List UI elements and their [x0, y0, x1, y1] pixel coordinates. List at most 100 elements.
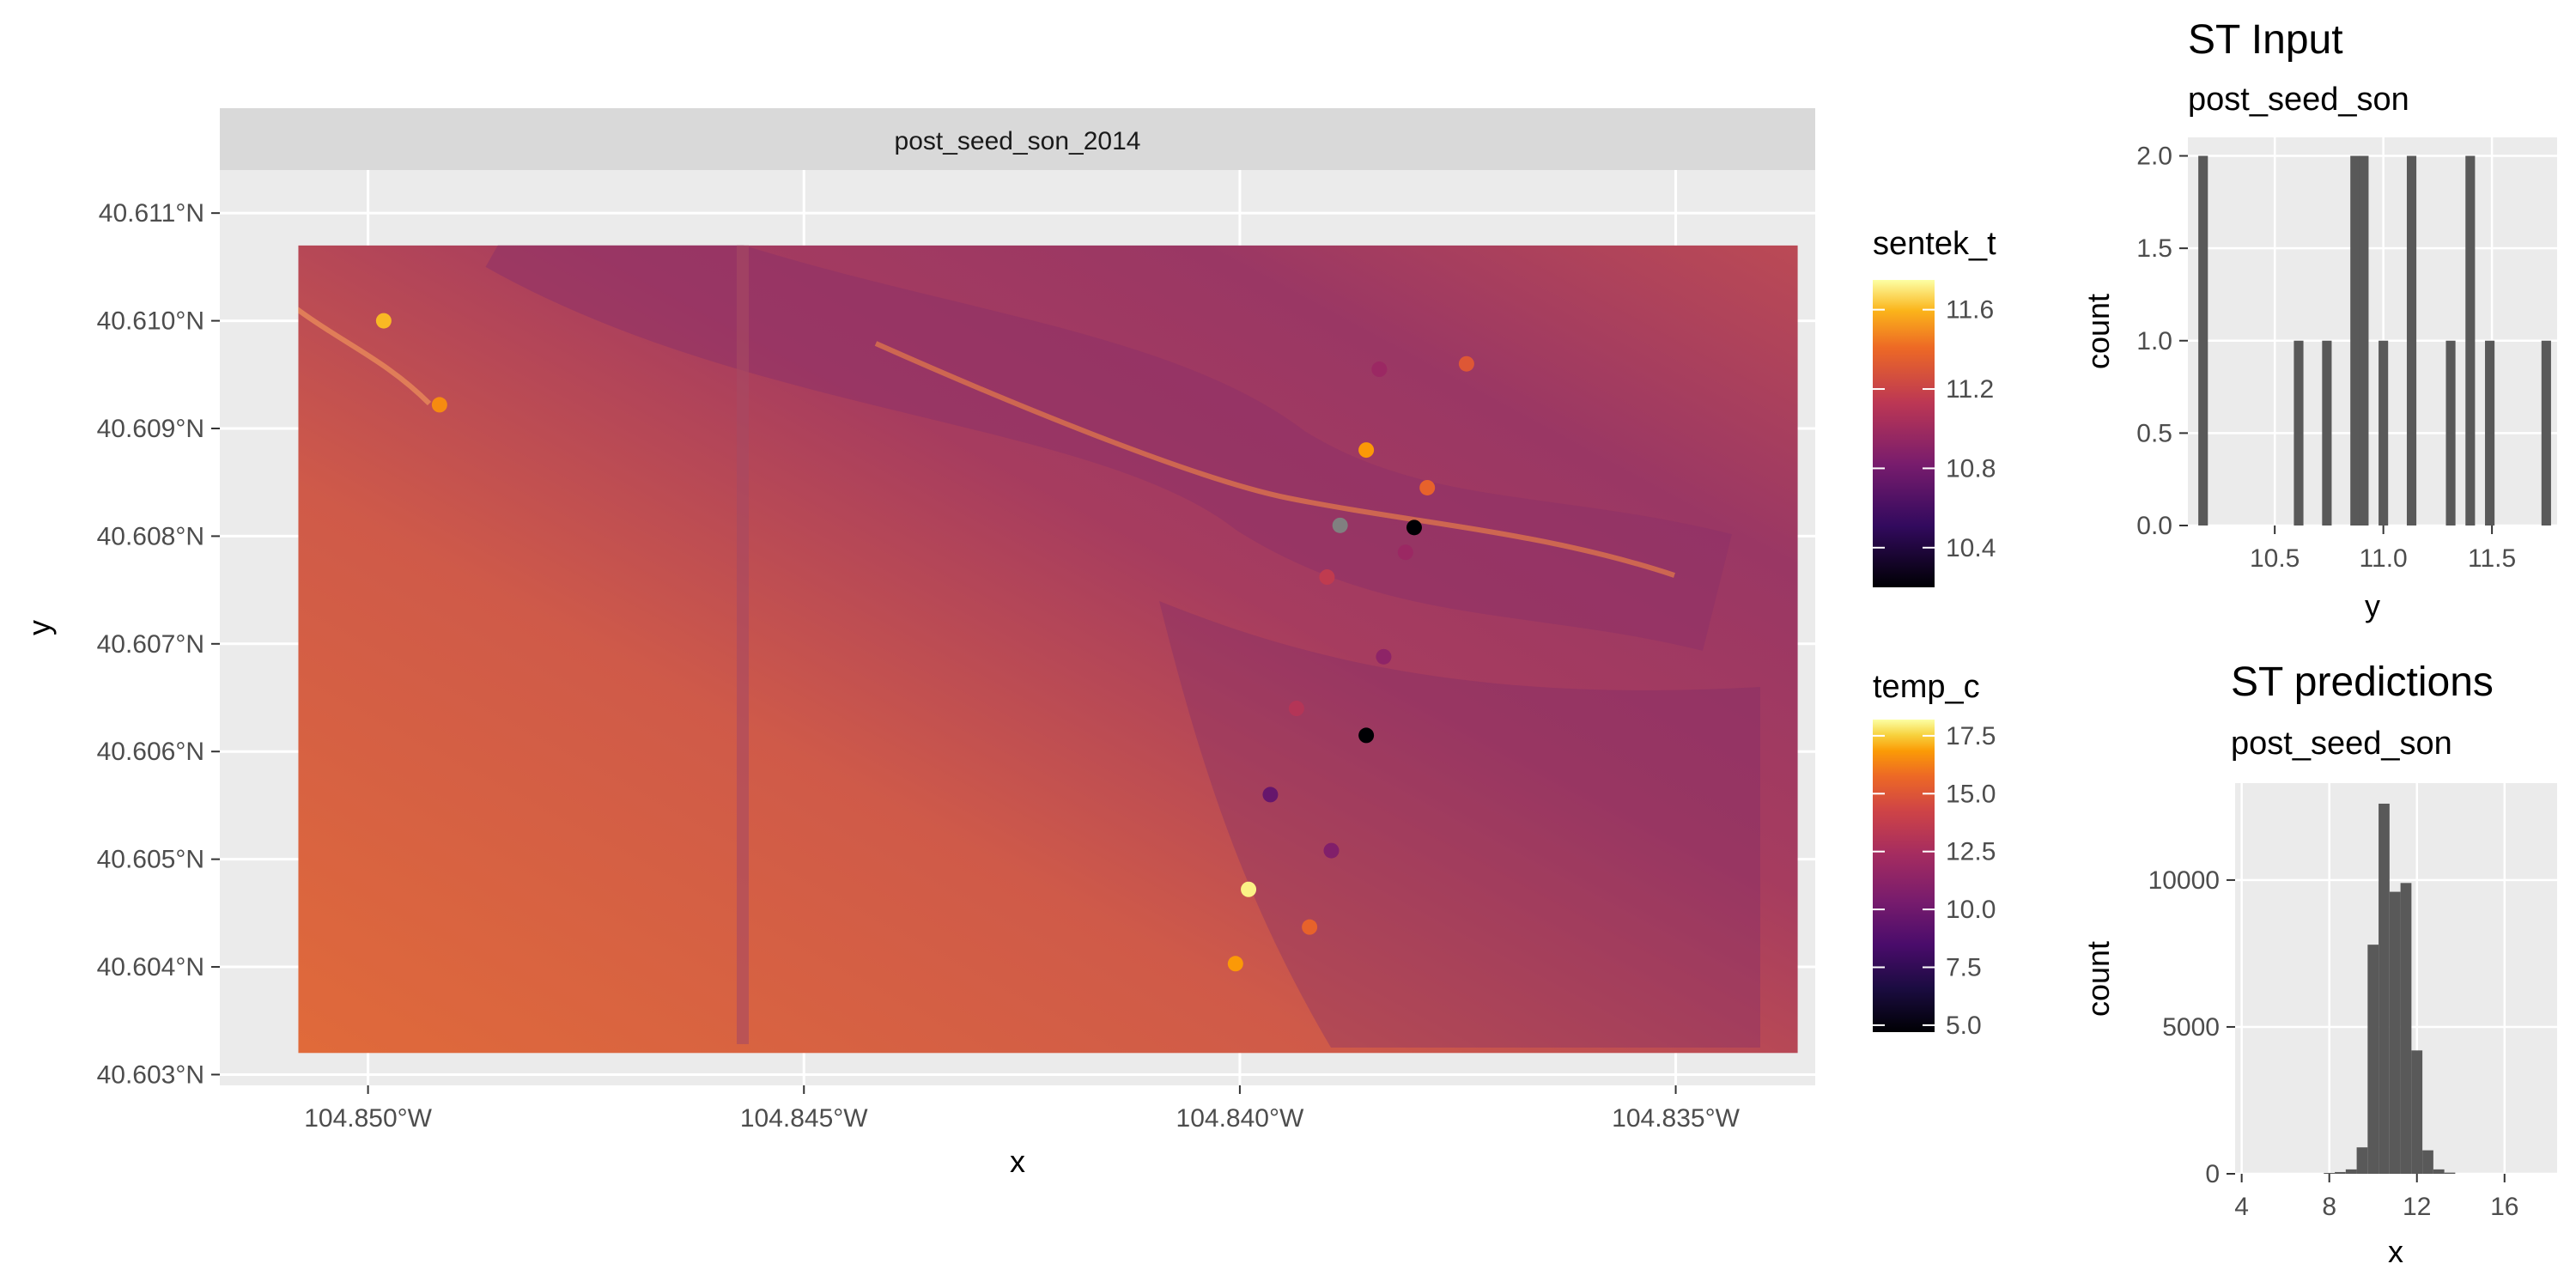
sensor-point	[1302, 919, 1318, 935]
legend-temp-colorbar	[1873, 720, 1935, 1032]
hist-bar	[2345, 1169, 2357, 1174]
hist-y-tick-label: 1.0	[2136, 327, 2172, 355]
hist-y-tick-label: 2.0	[2136, 143, 2172, 171]
field-channel	[298, 307, 432, 406]
map-panel: post_seed_son_2014 40.603°N40.604°N40.60…	[21, 108, 1815, 1179]
hist-x-tick-label: 11.5	[2468, 544, 2516, 573]
hist-bar	[2400, 883, 2412, 1174]
hist-input-background	[2188, 137, 2557, 526]
legend-tick-label: 10.0	[1946, 896, 1996, 924]
legend-sentek: sentek_t 11.6 11.2 10.8 10.4	[1873, 226, 1996, 587]
hist-bar	[2367, 945, 2379, 1174]
legend-sentek-colorbar	[1873, 280, 1935, 587]
hist-bar	[2389, 891, 2401, 1174]
sensor-point	[1376, 648, 1392, 665]
sensor-point	[1319, 569, 1335, 586]
sensor-point	[1241, 881, 1257, 897]
hist-bar	[2379, 803, 2390, 1174]
hist-bar	[2422, 1150, 2433, 1174]
map-y-axis: 40.603°N 40.604°N 40.605°N 40.606°N 40.607°N…	[97, 199, 220, 1089]
hist-x-tick-label: 10.5	[2250, 544, 2300, 573]
hist-x-tick-label: 8	[2322, 1193, 2336, 1221]
legend-tick-label: 5.0	[1946, 1012, 1982, 1040]
map-x-axis-title: x	[1010, 1144, 1025, 1179]
hist-bar	[2485, 340, 2495, 526]
field-darker-zone	[1159, 601, 1760, 1048]
map-y-tick-label: 40.605°N	[97, 846, 204, 874]
legend-sentek-ticks: 11.6 11.2 10.8 10.4	[1873, 296, 1996, 562]
hist-bar	[2359, 155, 2369, 526]
sensor-point	[1323, 842, 1340, 859]
map-y-tick-label: 40.611°N	[99, 199, 204, 228]
legend-tick-label: 11.6	[1946, 296, 1994, 325]
map-x-axis: 104.850°W 104.845°W 104.840°W 104.835°W	[304, 1085, 1741, 1133]
map-x-tick-label: 104.850°W	[304, 1104, 432, 1133]
hist-bar	[2356, 1147, 2368, 1174]
map-y-tick-label: 40.610°N	[97, 307, 204, 336]
sensor-point	[1262, 787, 1279, 803]
hist-y-tick-label: 0	[2205, 1160, 2220, 1188]
map-y-axis-title: y	[21, 620, 57, 635]
hist-bar	[2465, 155, 2476, 526]
hist-bar	[2324, 1172, 2336, 1174]
hist-bar	[2541, 340, 2551, 526]
legend-temp-ticks: 17.5 15.0 12.5 10.0 7.5 5.0	[1873, 722, 1996, 1040]
sensor-points	[375, 313, 1474, 972]
sensor-point	[1419, 479, 1436, 495]
hist-bar	[2379, 340, 2389, 526]
map-x-tick-label: 104.840°W	[1176, 1104, 1304, 1133]
legend-temp-title: temp_c	[1873, 669, 1980, 705]
hist-y-tick-label: 1.5	[2136, 234, 2172, 263]
hist-x-tick-label: 12	[2403, 1193, 2431, 1221]
hist-bar	[2198, 155, 2208, 526]
hist-x-tick-label: 11.0	[2360, 544, 2408, 573]
hist-input-panel: ST Input post_seed_son 10.5 11.0 11.5 0.0 0.…	[2081, 17, 2557, 623]
field-road-strip	[737, 245, 749, 1044]
hist-pred-bars	[2324, 803, 2456, 1174]
sensor-point	[1288, 701, 1304, 717]
hist-y-tick-label: 0.0	[2136, 512, 2172, 540]
map-y-tick-label: 40.604°N	[97, 953, 204, 981]
map-x-tick-label: 104.845°W	[740, 1104, 868, 1133]
map-strip-label: post_seed_son_2014	[895, 127, 1141, 155]
hist-bar	[2293, 340, 2304, 526]
hist-y-tick-label: 10000	[2148, 866, 2220, 895]
legend-tick-label: 12.5	[1946, 838, 1996, 866]
sensor-point	[1458, 355, 1474, 372]
legend-temp: temp_c 17.5 15.0 12.5 10.0 7.5 5.0	[1873, 669, 1996, 1040]
field-raster	[298, 245, 1798, 1054]
map-y-tick-label: 40.607°N	[97, 630, 204, 659]
hist-bar	[2444, 1172, 2456, 1174]
map-x-tick-label: 104.835°W	[1612, 1104, 1740, 1133]
hist-x-tick-label: 4	[2234, 1193, 2249, 1221]
sensor-point	[431, 397, 447, 413]
sensor-point	[1397, 544, 1413, 561]
hist-bar	[2433, 1169, 2445, 1174]
hist-pred-x-title: x	[2388, 1234, 2403, 1269]
sensor-point	[1227, 956, 1243, 972]
legend-tick-label: 7.5	[1946, 954, 1982, 982]
hist-bar	[2406, 155, 2417, 526]
map-y-tick-label: 40.609°N	[97, 415, 204, 443]
hist-input-x-title: y	[2365, 588, 2380, 623]
map-y-tick-label: 40.603°N	[97, 1060, 204, 1089]
sensor-point	[1358, 727, 1375, 744]
hist-x-tick-label: 16	[2490, 1193, 2518, 1221]
sensor-point	[1332, 517, 1348, 533]
hist-y-tick-label: 0.5	[2136, 419, 2172, 447]
hist-bar	[2335, 1171, 2346, 1174]
hist-input-subtitle: post_seed_son	[2188, 82, 2409, 118]
hist-pred-title: ST predictions	[2231, 659, 2494, 705]
map-y-tick-label: 40.608°N	[97, 522, 204, 550]
hist-input-bars	[2198, 155, 2551, 526]
hist-y-tick-label: 5000	[2162, 1013, 2220, 1042]
hist-bar	[2411, 1050, 2423, 1174]
hist-input-y-title: count	[2081, 294, 2116, 369]
field-drainage-line	[874, 341, 1675, 578]
sensor-point	[375, 313, 392, 329]
legend-tick-label: 15.0	[1946, 780, 1996, 808]
map-y-tick-label: 40.606°N	[97, 738, 204, 766]
hist-bar	[2445, 340, 2456, 526]
hist-pred-panel: ST predictions post_seed_son 4 8 12 16 0 5000…	[2081, 659, 2557, 1269]
